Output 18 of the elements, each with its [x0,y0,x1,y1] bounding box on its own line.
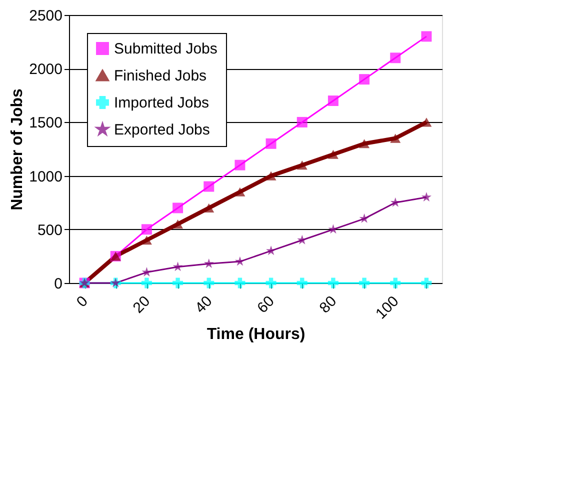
y-tick-label: 500 [37,222,62,239]
y-axis-title: Number of Jobs [9,88,26,210]
x-tick-label: 60 [254,292,278,317]
y-tick-label: 1500 [29,114,62,132]
x-tick-label: 0 [73,292,92,311]
legend-label: Finished Jobs [114,68,207,84]
x-axis-title: Time (Hours) [206,326,306,343]
legend-label: Exported Jobs [114,122,210,138]
y-tick-label: 1000 [29,168,62,186]
y-tick-label: 2000 [29,61,62,78]
x-tick-label: 20 [130,292,154,317]
y-tick-label: 2500 [29,8,62,24]
x-tick-label: 80 [316,292,340,317]
x-tick-label: 100 [372,292,402,323]
legend-label: Submitted Jobs [114,40,218,58]
x-tick-label: 40 [192,292,216,317]
legend-label: Imported Jobs [114,94,210,112]
y-tick-label: 0 [54,276,62,292]
